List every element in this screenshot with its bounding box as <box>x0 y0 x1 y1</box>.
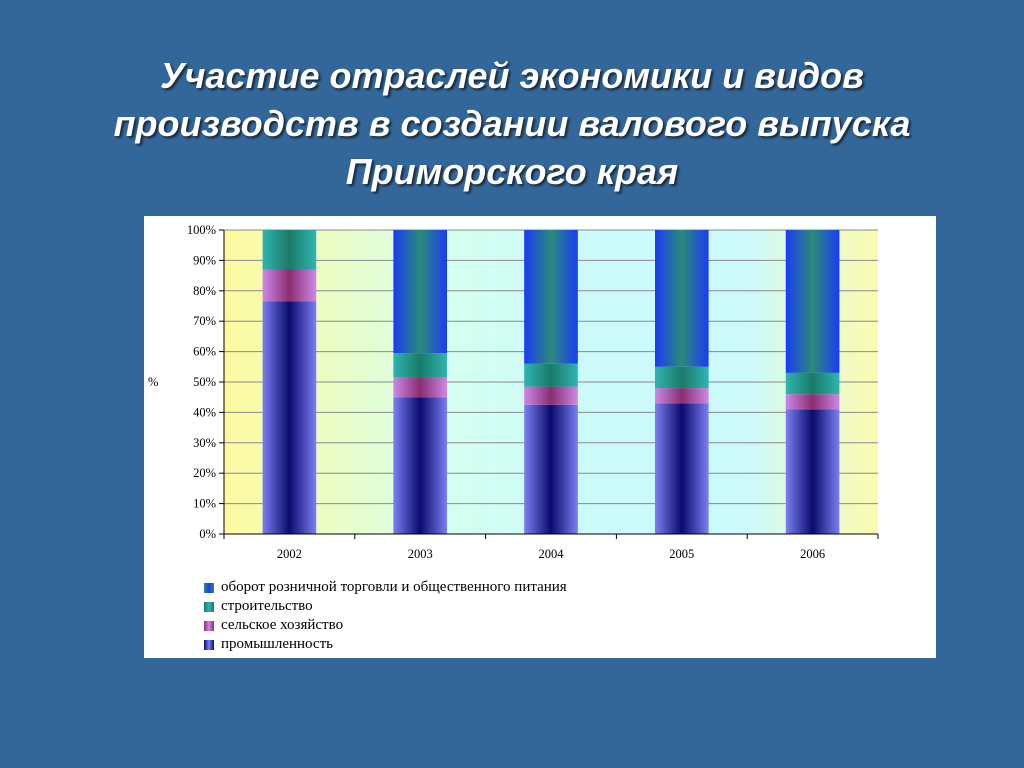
bar-segment-2002-0 <box>262 301 317 534</box>
y-tick-label: 100% <box>187 223 216 237</box>
bar-segment-2003-0 <box>393 397 448 534</box>
legend-label-selskoe: сельское хозяйство <box>221 617 344 633</box>
y-tick-label: 50% <box>193 375 216 389</box>
bar-segment-2003-3 <box>393 230 448 354</box>
y-tick-label: 30% <box>193 436 216 450</box>
bar-segment-2003-1 <box>393 377 448 398</box>
y-tick-label: 10% <box>193 497 216 511</box>
bar-segment-2006-3 <box>785 230 840 373</box>
legend-item-stroitelstvo: строительство <box>204 597 567 616</box>
bar-segment-2005-3 <box>654 230 709 367</box>
legend-label-promyshlennost: промышленность <box>221 636 333 652</box>
legend-item-selskoe: сельское хозяйство <box>204 616 567 635</box>
bar-segment-2004-0 <box>524 404 578 534</box>
bar-segment-2003-2 <box>393 353 448 378</box>
chart-legend: оборот розничной торговли и общественног… <box>204 578 567 654</box>
bar-segment-2004-2 <box>524 363 578 387</box>
y-tick-label: 20% <box>193 466 216 480</box>
legend-swatch-oborot <box>204 582 214 593</box>
bar-segment-2004-1 <box>524 386 578 405</box>
bar-segment-2006-1 <box>785 394 840 410</box>
bar-segment-2005-0 <box>654 403 709 534</box>
y-tick-label: 80% <box>193 284 216 298</box>
slide-title: Участие отраслей экономики и видов произ… <box>40 52 984 196</box>
bar-segment-2002-2 <box>262 230 317 270</box>
legend-item-promyshlennost: промышленность <box>204 635 567 654</box>
legend-swatch-selskoe <box>204 620 214 631</box>
y-axis-label: % <box>148 375 158 389</box>
bar-segment-2006-2 <box>785 372 840 395</box>
bar-segment-2004-3 <box>524 230 578 364</box>
x-tick-label-2005: 2005 <box>669 547 694 561</box>
x-tick-label-2006: 2006 <box>800 547 825 561</box>
y-tick-label: 60% <box>193 345 216 359</box>
bar-segment-2006-0 <box>785 409 840 534</box>
y-tick-label: 40% <box>193 405 216 419</box>
slide-title-line-2: производств в создании валового выпуска <box>113 103 911 144</box>
x-tick-label-2004: 2004 <box>539 547 565 561</box>
y-tick-label: 0% <box>199 527 216 541</box>
legend-swatch-stroitelstvo <box>204 601 214 612</box>
stacked-bar-chart: 0% 10% 20% 30% 40% 50% 60% 70% 80% 90% 100%% 2002 20… <box>148 223 879 561</box>
bar-segment-2005-1 <box>654 388 709 404</box>
slide-title-line-3: Приморского края <box>345 151 679 192</box>
chart-panel: 0% 10% 20% 30% 40% 50% 60% 70% 80% 90% 100%% 2002 20… <box>144 216 936 658</box>
legend-label-oborot: оборот розничной торговли и общественног… <box>221 579 567 595</box>
legend-label-stroitelstvo: строительство <box>221 598 313 614</box>
legend-item-oborot: оборот розничной торговли и общественног… <box>204 578 567 597</box>
slide-title-line-1: Участие отраслей экономики и видов <box>160 55 864 96</box>
bar-segment-2002-1 <box>262 269 317 302</box>
x-tick-label-2003: 2003 <box>408 547 433 561</box>
legend-swatch-promyshlennost <box>204 639 214 650</box>
x-tick-label-2002: 2002 <box>277 547 302 561</box>
y-tick-label: 90% <box>193 253 216 267</box>
bar-segment-2005-2 <box>654 366 709 389</box>
y-tick-label: 70% <box>193 314 216 328</box>
